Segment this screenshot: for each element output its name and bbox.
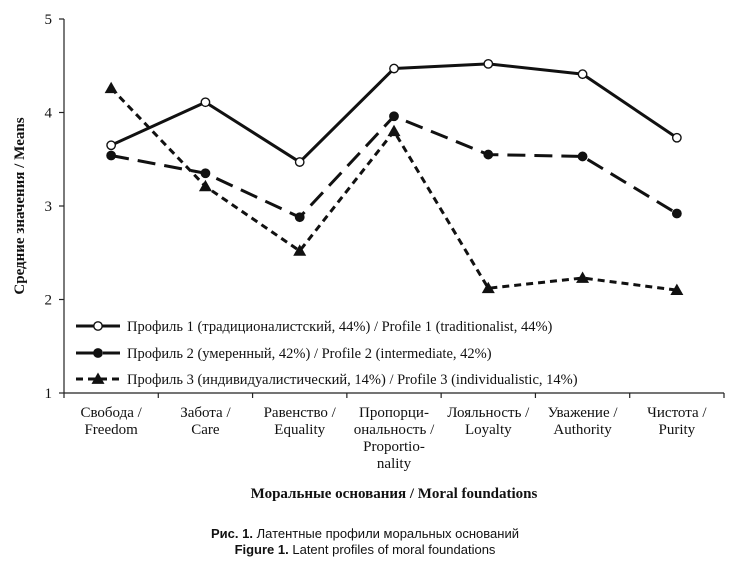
y-tick-label: 5 <box>45 12 53 28</box>
data-point-open-circle <box>483 58 494 69</box>
chart-axes <box>59 18 725 398</box>
x-tick-label: Забота / Care <box>180 405 231 438</box>
x-tick-labels: Свобода / Freedom Забота / Care Равенство / E… <box>80 405 707 472</box>
data-point-triangle <box>576 271 590 283</box>
data-point-open-circle <box>200 97 211 108</box>
figure-caption-ru: Рис. 1. Латентные профили моральных осно… <box>0 526 730 541</box>
x-tick-label-line: Свобода / <box>80 405 142 421</box>
figure-caption-en: Figure 1. Latent profiles of moral found… <box>0 542 730 557</box>
series-lines <box>110 62 678 292</box>
data-point-triangle <box>91 372 105 384</box>
x-tick-label-line: Пропорци- <box>359 405 429 421</box>
data-point-triangle <box>481 281 495 294</box>
data-point-filled-circle <box>483 149 494 160</box>
x-tick-label-line: Loyalty <box>465 422 512 438</box>
x-tick-label-line: Чистота / <box>647 405 707 421</box>
caption-en-prefix: Figure 1. <box>234 542 289 557</box>
caption-en-text: Latent profiles of moral foundations <box>288 542 496 557</box>
series-markers <box>104 58 684 296</box>
data-point-open-circle <box>671 132 682 143</box>
x-tick-label-line: Purity <box>659 422 696 438</box>
y-axis-label: Средние значения / Means <box>12 117 28 294</box>
data-point-open-circle <box>106 140 117 151</box>
caption-ru-text: Латентные профили моральных оснований <box>252 526 519 541</box>
x-tick-label: Уважение / Authority <box>548 405 619 438</box>
x-tick-label-line: Забота / <box>180 405 231 421</box>
y-tick-label: 1 <box>45 386 53 402</box>
x-tick-label: Равенство / Equality <box>264 405 337 438</box>
x-tick-label-line: Proportio- <box>363 439 425 455</box>
x-tick-label: Чистота / Purity <box>647 405 707 438</box>
caption-ru-prefix: Рис. 1. <box>211 526 253 541</box>
data-point-triangle <box>293 244 307 256</box>
x-tick-label-line: Равенство / <box>264 405 337 421</box>
data-point-open-circle <box>93 321 103 331</box>
x-tick-label-line: ональность / <box>354 422 435 438</box>
x-tick-label-line: Freedom <box>84 422 138 438</box>
data-point-open-circle <box>389 63 399 74</box>
x-tick-label: Лояльность / Loyalty <box>447 405 530 438</box>
y-tick-labels: 1 2 3 4 5 <box>45 12 53 402</box>
data-point-triangle <box>670 283 684 296</box>
x-tick-label-line: Лояльность / <box>447 405 530 421</box>
x-tick-label: Пропорци-ональность / Proportio-nality <box>354 405 435 472</box>
data-point-filled-circle <box>294 212 305 223</box>
data-point-triangle <box>387 124 401 137</box>
data-point-filled-circle <box>106 150 117 161</box>
data-point-filled-circle <box>93 348 103 358</box>
x-tick-label-line: Equality <box>274 422 325 438</box>
legend-label-3: Профиль 3 (индивидуалистический, 14%) / … <box>127 372 578 388</box>
x-tick-label-line: Authority <box>553 422 612 438</box>
y-tick-label: 3 <box>45 199 53 215</box>
data-point-open-circle <box>577 69 588 80</box>
x-tick-label-line: nality <box>377 456 412 472</box>
x-tick-label-line: Care <box>191 422 220 438</box>
legend-label-2: Профиль 2 (умеренный, 42%) / Profile 2 (… <box>127 346 492 362</box>
y-tick-label: 2 <box>45 293 53 309</box>
data-point-triangle <box>104 81 118 94</box>
data-point-triangle <box>198 179 212 192</box>
data-point-filled-circle <box>200 168 211 179</box>
data-point-filled-circle <box>671 208 682 219</box>
data-point-filled-circle <box>577 151 588 162</box>
line-chart: 1 2 3 4 5 Свобода / Freedom Забота / Care Равенс… <box>12 12 725 502</box>
legend-label-1: Профиль 1 (традиционалистский, 44%) / Pr… <box>127 319 553 335</box>
data-point-open-circle <box>294 157 305 167</box>
x-tick-label: Свобода / Freedom <box>80 405 142 438</box>
x-tick-label-line: Уважение / <box>548 405 619 421</box>
x-axis-label: Моральные основания / Moral foundations <box>251 486 538 502</box>
y-tick-label: 4 <box>45 106 53 122</box>
data-point-filled-circle <box>389 111 399 122</box>
legend: Профиль 1 (традиционалистский, 44%) / Pr… <box>76 319 578 388</box>
